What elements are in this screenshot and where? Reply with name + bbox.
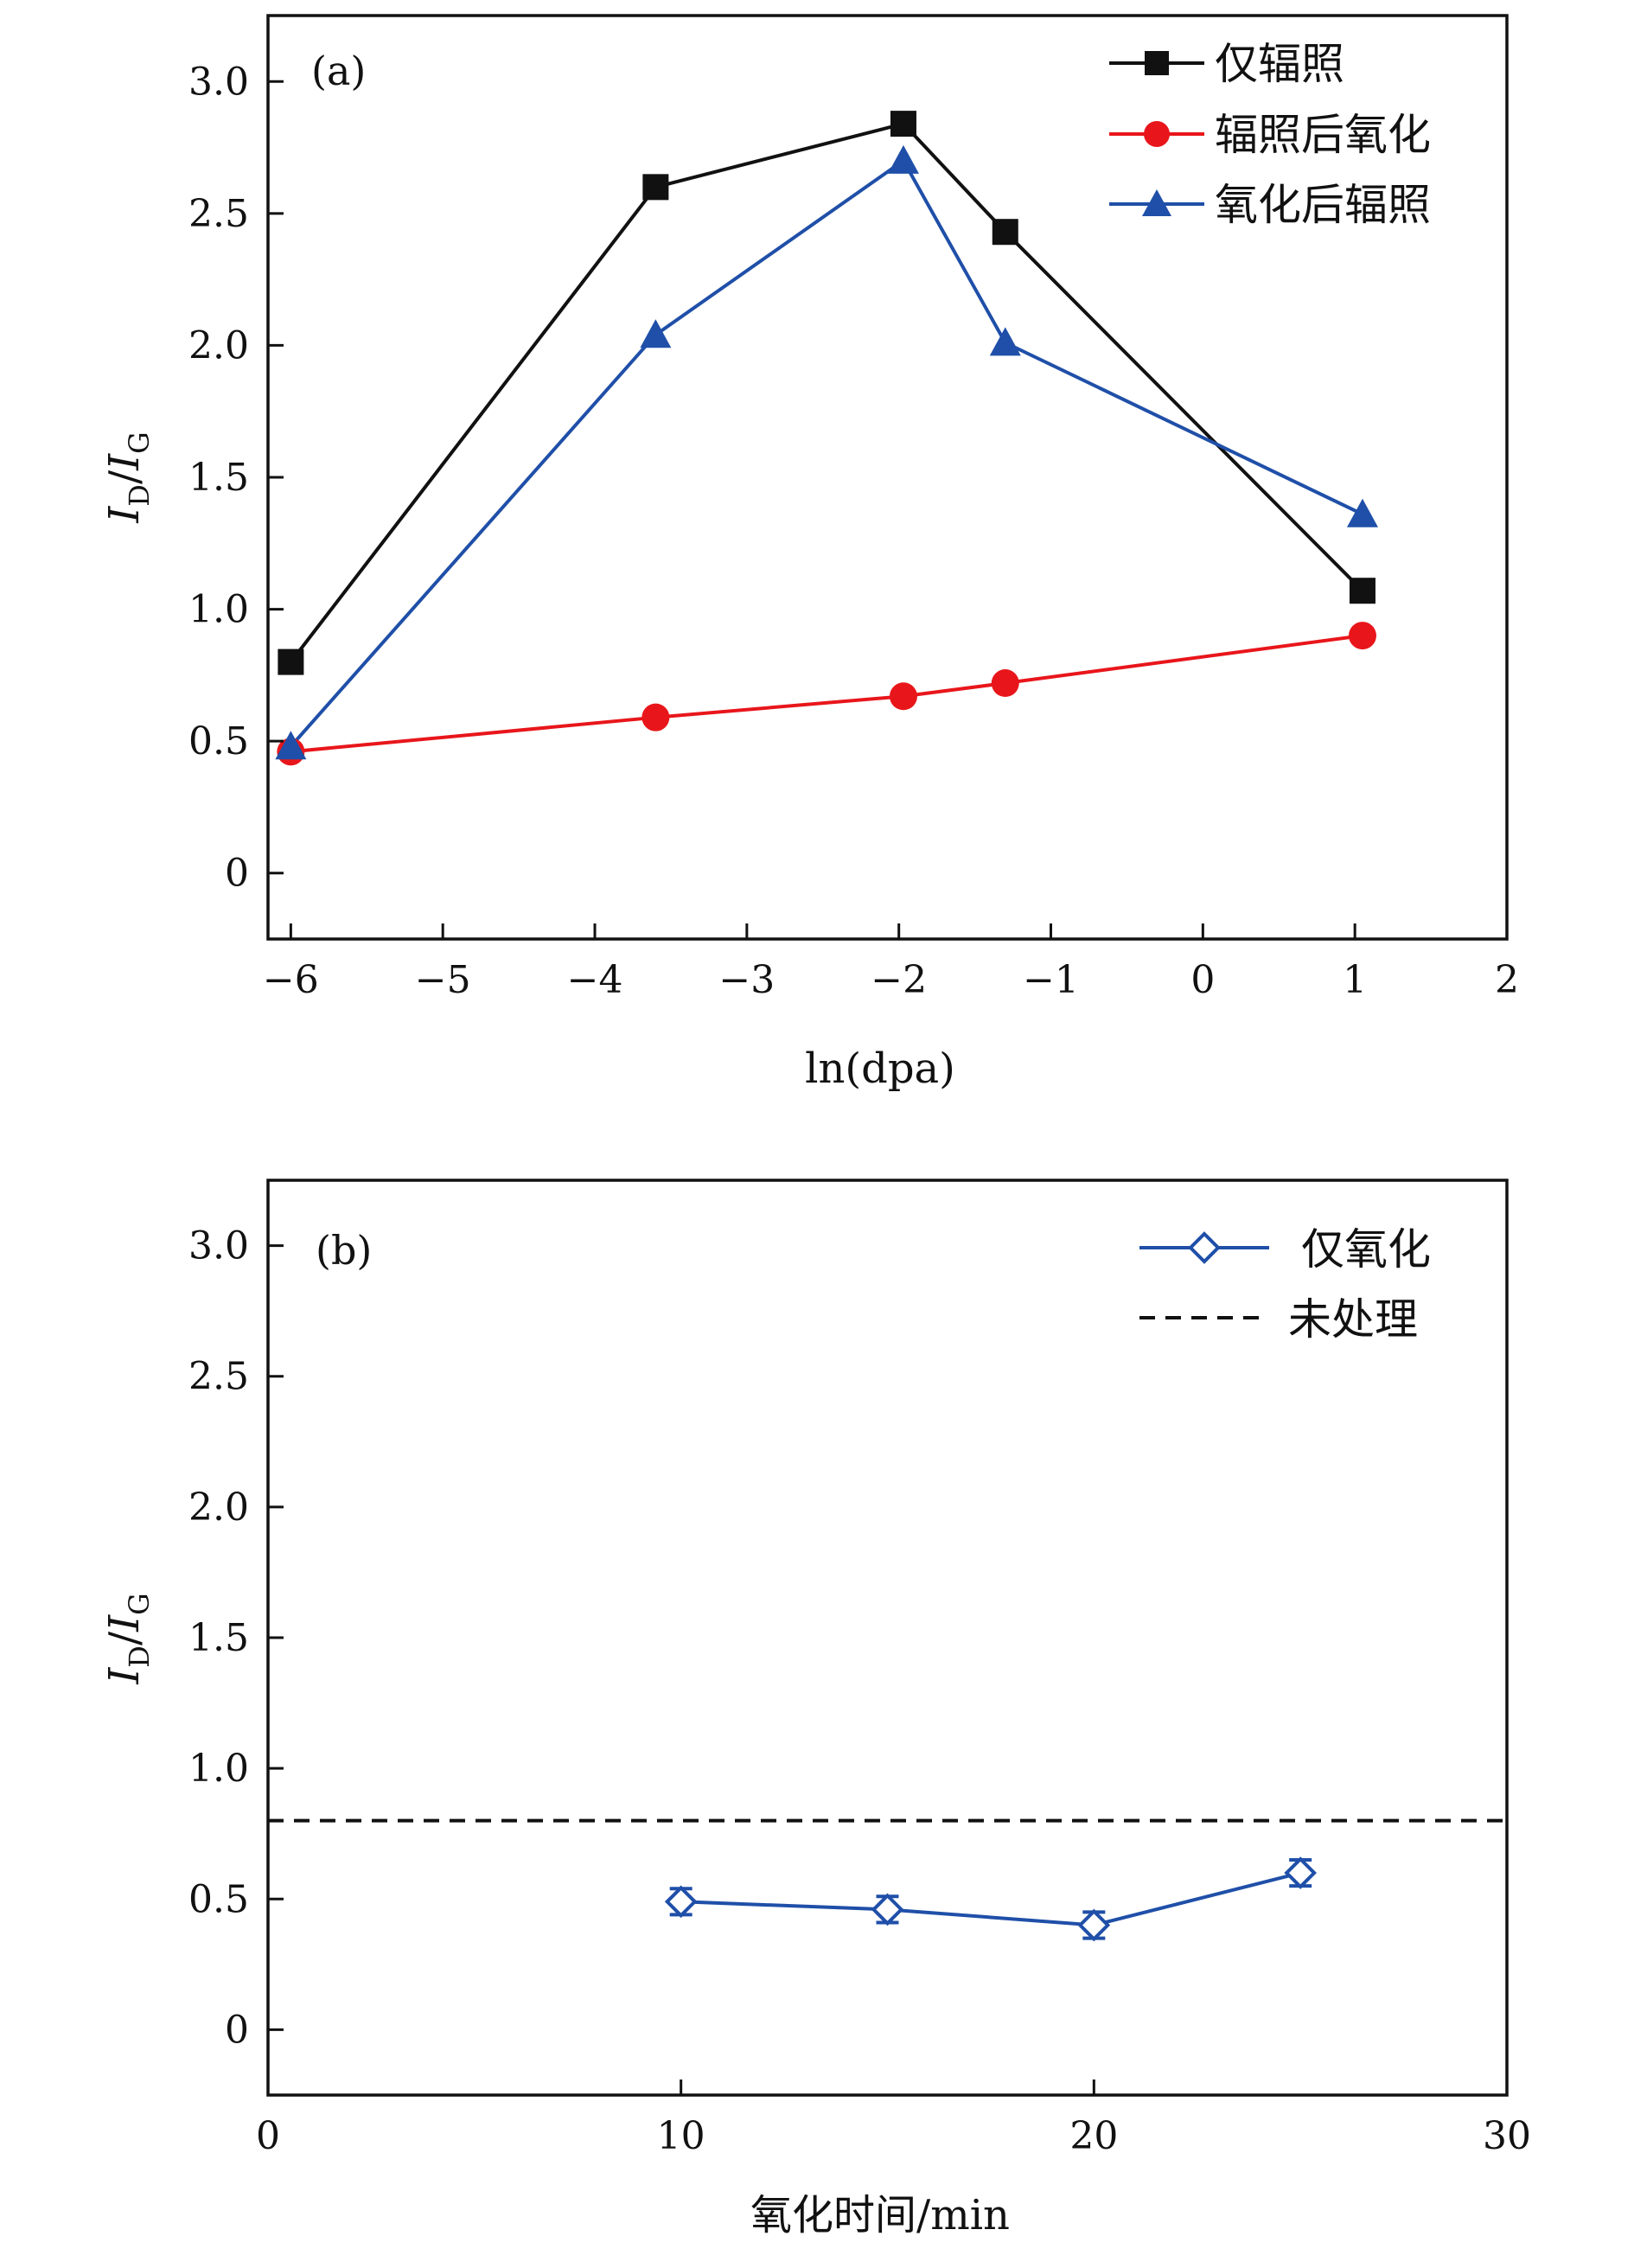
data-point-a-2-2 xyxy=(887,144,919,174)
legend-b-item-1: 未处理 xyxy=(1139,1294,1418,1345)
panel-a-label: (a) xyxy=(311,48,366,94)
legend-a: 仅辐照 辐照后氧化 氧化后辐照 xyxy=(1109,39,1431,230)
data-point-a-2-1 xyxy=(640,319,672,348)
ylabel-b-main: I xyxy=(100,1667,149,1685)
data-point-a-0-0 xyxy=(278,648,304,675)
x-tick-label-b-2: 20 xyxy=(1069,2114,1118,2158)
ylabel-a-main: I xyxy=(100,506,149,524)
y-tick-label-b-1: 0.5 xyxy=(188,1877,249,1921)
panel-b-ticks: 0 10 20 30 0 0.5 1.0 1.5 2.0 2.5 3.0 xyxy=(188,1224,1531,2158)
panel-b-marks xyxy=(268,1818,1507,1942)
y-tick-label-b-6: 3.0 xyxy=(188,1224,249,1268)
x-tick-label-a-5: −1 xyxy=(1023,958,1079,1002)
legend-a-marker-triangle xyxy=(1142,189,1171,216)
y-tick-label-a-3: 1.5 xyxy=(188,456,249,500)
y-tick-label-b-3: 1.5 xyxy=(188,1616,249,1660)
legend-b-item-0: 仅氧化 xyxy=(1139,1224,1431,1275)
x-tick-label-b-3: 30 xyxy=(1483,2114,1531,2158)
ylabel-b-sub-d: D xyxy=(123,1645,156,1668)
legend-a-label-1: 辐照后氧化 xyxy=(1215,110,1431,160)
ylabel-b-sep: / xyxy=(100,1631,149,1645)
x-tick-label-a-8: 2 xyxy=(1495,958,1519,1002)
legend-a-item-0: 仅辐照 xyxy=(1109,39,1344,89)
legend-b: 仅氧化 未处理 xyxy=(1139,1224,1431,1345)
data-point-a-1-2 xyxy=(889,682,917,711)
data-point-b-0-2 xyxy=(1077,1908,1111,1942)
legend-a-label-2: 氧化后辐照 xyxy=(1215,180,1431,230)
data-point-a-1-1 xyxy=(641,703,670,732)
legend-b-label-0: 仅氧化 xyxy=(1301,1224,1431,1275)
data-point-a-0-2 xyxy=(890,111,916,137)
panel-b-label: (b) xyxy=(316,1227,372,1274)
data-point-b-0-0 xyxy=(664,1885,698,1919)
svg-text:ID/IG: ID/IG xyxy=(100,431,156,523)
svg-text:ID/IG: ID/IG xyxy=(100,1593,156,1684)
x-tick-label-a-2: −4 xyxy=(567,958,623,1002)
data-point-b-0-1 xyxy=(871,1893,904,1926)
x-tick-label-b-1: 10 xyxy=(657,2114,705,2158)
y-tick-label-a-4: 2.0 xyxy=(188,323,249,367)
data-point-a-1-3 xyxy=(991,669,1019,698)
y-tick-label-a-1: 0.5 xyxy=(188,719,249,763)
series-line-b-0 xyxy=(680,1871,1301,1927)
ylabel-a-main-2: I xyxy=(100,453,149,471)
x-tick-label-a-4: −2 xyxy=(871,958,927,1002)
panel-a-ticks: −6 −5 −4 −3 −2 −1 0 1 2 0 0.5 1.0 1.5 2.0 2.5 3.0 xyxy=(188,60,1519,1002)
x-tick-label-a-1: −5 xyxy=(415,958,471,1002)
x-tick-label-a-6: 0 xyxy=(1190,958,1215,1002)
legend-a-item-2: 氧化后辐照 xyxy=(1109,180,1431,230)
ylabel-a-sub-g: G xyxy=(123,431,156,454)
panel-a-xlabel: ln(dpa) xyxy=(805,1045,955,1093)
data-point-a-2-3 xyxy=(989,327,1021,356)
data-point-b-0-3 xyxy=(1284,1856,1317,1889)
ylabel-b-main-2: I xyxy=(100,1614,149,1632)
panel-a: −6 −5 −4 −3 −2 −1 0 1 2 0 0.5 1.0 1.5 2.0 2.5 3.0 (a) I… xyxy=(100,14,1519,1093)
y-tick-label-a-2: 1.0 xyxy=(188,588,249,632)
data-point-a-2-0 xyxy=(275,731,307,760)
data-point-a-0-3 xyxy=(992,219,1018,246)
ylabel-a-sub-d: D xyxy=(123,484,156,507)
y-tick-label-a-6: 3.0 xyxy=(188,60,249,104)
data-point-a-0-1 xyxy=(642,174,669,201)
legend-b-label-1: 未处理 xyxy=(1288,1294,1418,1345)
x-tick-label-a-7: 1 xyxy=(1343,958,1367,1002)
ylabel-b-sub-g: G xyxy=(123,1593,156,1615)
panel-a-marks xyxy=(275,111,1378,766)
y-tick-label-b-4: 2.0 xyxy=(188,1485,249,1530)
ylabel-a-sep: / xyxy=(100,470,149,484)
data-point-a-0-4 xyxy=(1349,578,1375,604)
x-tick-label-a-3: −3 xyxy=(718,958,775,1002)
panel-b-ylabel: ID/IG xyxy=(100,1593,156,1684)
x-tick-label-b-0: 0 xyxy=(256,2114,280,2158)
legend-b-marker-diamond xyxy=(1188,1231,1221,1264)
panel-a-ylabel: ID/IG xyxy=(100,431,156,523)
y-tick-label-b-0: 0 xyxy=(225,2008,249,2052)
data-point-a-2-4 xyxy=(1346,498,1378,527)
data-point-a-1-4 xyxy=(1348,622,1376,650)
x-tick-label-a-0: −6 xyxy=(263,958,319,1002)
legend-a-label-0: 仅辐照 xyxy=(1215,39,1344,89)
legend-a-marker-circle xyxy=(1144,121,1170,147)
y-tick-label-a-5: 2.5 xyxy=(188,192,249,236)
legend-a-item-1: 辐照后氧化 xyxy=(1109,110,1431,160)
y-tick-label-a-0: 0 xyxy=(225,852,249,896)
panel-b-xlabel: 氧化时间/min xyxy=(750,2191,1010,2239)
legend-a-marker-square xyxy=(1145,51,1169,75)
y-tick-label-b-5: 2.5 xyxy=(188,1355,249,1399)
y-tick-label-b-2: 1.0 xyxy=(188,1747,249,1791)
